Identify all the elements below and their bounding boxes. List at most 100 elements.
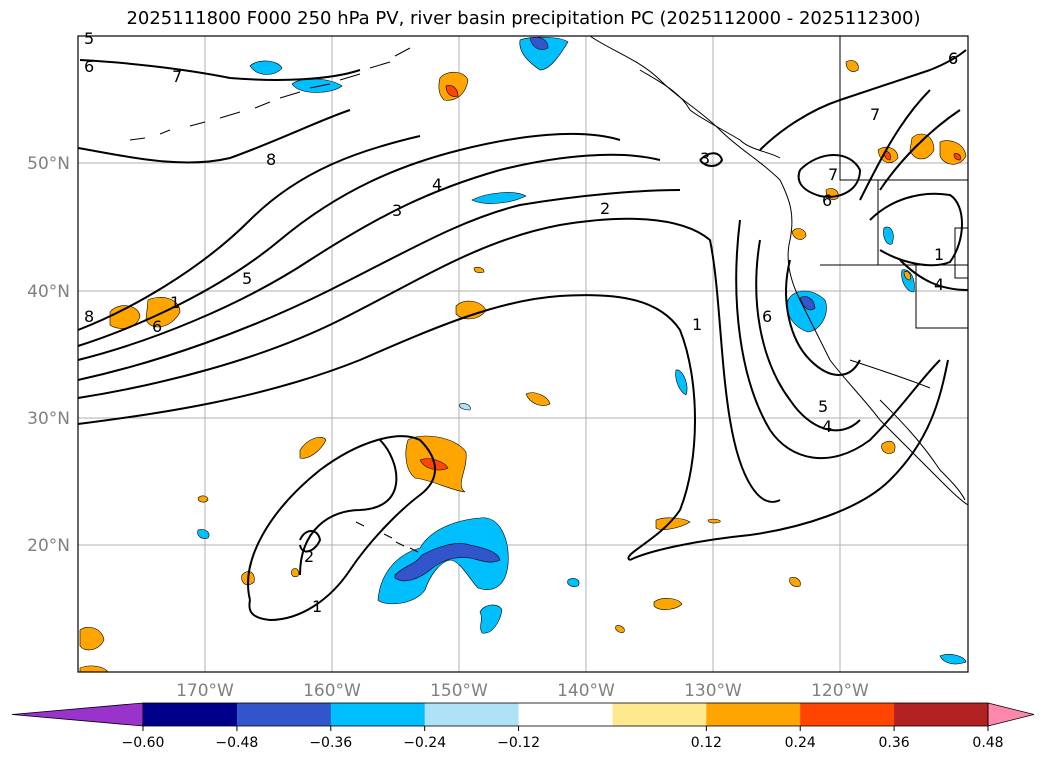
- contour-6-california: [785, 259, 861, 376]
- contour-8: [77, 109, 351, 164]
- contour-1-main: [77, 294, 696, 561]
- colorbar-segment: [236, 703, 332, 726]
- precip-neg-small3: [197, 529, 210, 539]
- precip-pos-south: [653, 598, 683, 610]
- contour-northeast: [759, 49, 967, 151]
- colorbar-tick-label: 0.48: [972, 735, 1003, 751]
- contour-label: 4: [822, 417, 832, 436]
- lon-label-140w: 140°W: [557, 681, 615, 701]
- precip-neg-small1: [479, 604, 503, 634]
- colorbar: −0.60 −0.48 −0.36 −0.24 −0.12 0.12 0.24 0.36 0.4…: [11, 702, 1035, 751]
- contour-3-small: [699, 152, 724, 167]
- coastlines: [129, 35, 969, 553]
- contour-label: 2: [304, 547, 314, 566]
- contour-label: 6: [948, 49, 958, 68]
- contour-label: 6: [152, 317, 162, 336]
- lat-label-20n: 20°N: [27, 536, 70, 556]
- contour-4-california: [735, 219, 941, 460]
- precipitation-shading: [79, 36, 967, 673]
- contour-east-2: [879, 109, 961, 191]
- precip-neg-offshore: [675, 369, 688, 396]
- precip-pos-sw: [79, 627, 105, 651]
- contour-label: 5: [242, 269, 252, 288]
- precip-neg-hawaii-core: [394, 543, 501, 582]
- precip-pos-small5: [291, 568, 299, 578]
- precip-neg-small2: [567, 578, 580, 587]
- contour-label: 1: [170, 293, 180, 312]
- contour-3: [77, 189, 681, 381]
- colorbar-outline: [142, 702, 989, 727]
- lon-label-150w: 150°W: [430, 681, 488, 701]
- contour-east-4: [899, 259, 969, 291]
- contour-label: 1: [934, 245, 944, 264]
- contour-label: 8: [266, 150, 276, 169]
- contour-label: 5: [818, 397, 828, 416]
- coastline-aleutians: [129, 47, 411, 141]
- colorbar-tick-label: −0.24: [403, 735, 446, 751]
- colorbar-segment: [143, 703, 238, 726]
- contour-label: 6: [948, 49, 958, 68]
- precip-pos-small3: [615, 625, 625, 633]
- pv-contours: [77, 49, 969, 622]
- map-title: 2025111800 F000 250 hPa PV, river basin …: [126, 8, 921, 29]
- contour-1-loop: [299, 439, 398, 576]
- colorbar-segment: [894, 703, 989, 726]
- lon-label-130w: 130°W: [684, 681, 742, 701]
- precip-pos-small2: [789, 577, 801, 587]
- contour-label: 8: [84, 307, 94, 326]
- precip-pos-small1: [473, 266, 485, 274]
- contour-4: [77, 153, 661, 361]
- precip-pos-mid3: [299, 437, 327, 459]
- colorbar-tick-label: 0.36: [879, 735, 910, 751]
- lat-label-40n: 40°N: [27, 282, 70, 302]
- lon-label-160w: 160°W: [303, 681, 361, 701]
- contour-label: 4: [934, 275, 944, 294]
- contour-east-3: [859, 89, 931, 201]
- precip-pos-montana: [909, 133, 935, 160]
- colorbar-segment: [612, 703, 707, 726]
- coastline-alaska-panhandle: [639, 69, 781, 159]
- precip-neg-aleutian1: [249, 60, 283, 75]
- lon-label-120w: 120°W: [811, 681, 869, 701]
- contour-label: 7: [870, 105, 880, 124]
- border-state3: [915, 265, 968, 329]
- contour-label: 5: [84, 29, 94, 48]
- precip-pos-bc: [845, 60, 859, 72]
- map-frame: [77, 35, 969, 673]
- map-background: [78, 36, 968, 672]
- precip-pos-montana2-core: [953, 153, 961, 161]
- contour-5-california: [755, 239, 861, 432]
- colorbar-tick-label: 0.12: [691, 735, 722, 751]
- precip-neg-california: [786, 290, 827, 333]
- contour-labels: 1 2 3 4 5 6 7 8 1 2 6 1 3 7 6 6 5 4 1 4 …: [84, 29, 958, 616]
- colorbar-segment: [330, 703, 426, 726]
- contour-label: 1: [312, 597, 322, 616]
- precip-pos-small6: [197, 495, 209, 503]
- colorbar-segment: [424, 703, 520, 726]
- contour-6: [77, 135, 421, 331]
- longitude-labels: 170°W 160°W 150°W 140°W 130°W 120°W: [176, 681, 869, 701]
- colorbar-tick-label: −0.36: [309, 735, 352, 751]
- precip-neg-small4: [459, 403, 471, 411]
- contour-label: 6: [822, 191, 832, 210]
- gridlines: [78, 36, 968, 672]
- lon-label-170w: 170°W: [176, 681, 234, 701]
- precip-pos-mid2: [525, 392, 551, 406]
- colorbar-extend-low: [11, 702, 144, 727]
- colorbar-tick-label: 0.24: [785, 735, 816, 751]
- contour-label: 2: [600, 199, 610, 218]
- precip-neg-mexico: [939, 654, 967, 665]
- contour-7: [79, 59, 361, 81]
- lat-label-50n: 50°N: [27, 154, 70, 174]
- contour-label: 6: [84, 57, 94, 76]
- contour-1-east: [629, 359, 949, 561]
- precip-pos-oregon: [791, 228, 807, 240]
- contour-label: 4: [432, 175, 442, 194]
- precip-neg-midpacific: [471, 192, 527, 204]
- contour-label: 7: [828, 165, 838, 184]
- precip-pos-west1: [109, 305, 141, 329]
- colorbar-segment: [706, 703, 801, 726]
- border-canada: [839, 36, 968, 181]
